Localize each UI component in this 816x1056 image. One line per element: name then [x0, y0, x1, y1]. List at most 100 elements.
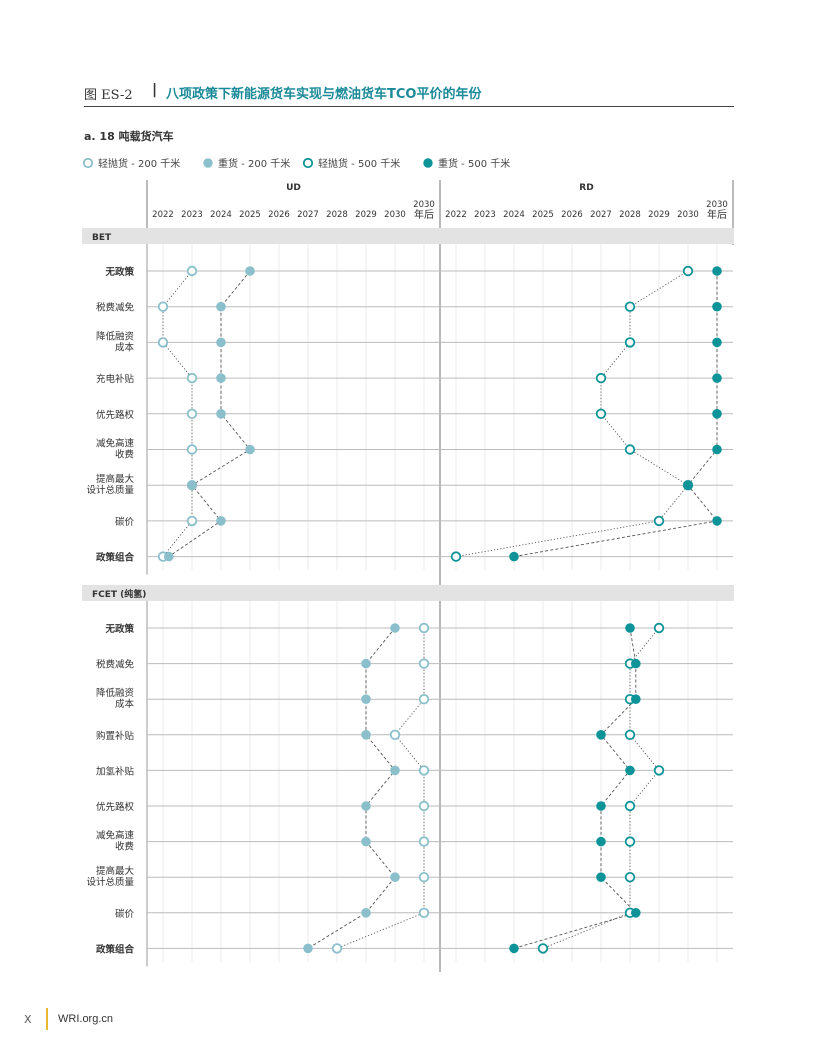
year-tick-rd-3: 2025 — [532, 210, 554, 220]
marker-1-4-ld500 — [653, 765, 665, 776]
footer-divider — [46, 1008, 48, 1030]
marker-1-3-ld200 — [389, 729, 401, 741]
legend-label-hv500: 重货 - 500 千米 — [438, 157, 510, 170]
marker-0-8-hv200 — [164, 551, 174, 562]
marker-0-2-ld200 — [157, 337, 169, 348]
panel-title-rd: RD — [579, 183, 593, 193]
marker-1-5-ld200 — [418, 800, 430, 812]
marker-0-2-ld500 — [624, 337, 636, 348]
marker-0-4-hv200 — [216, 409, 226, 419]
marker-0-7-ld200 — [186, 515, 198, 527]
row-label-1-4: 加氢补贴 — [96, 765, 135, 777]
marker-0-5-hv500 — [712, 444, 722, 455]
marker-0-6-hv200 — [187, 480, 197, 491]
year-tick-ud-6: 2028 — [326, 210, 348, 220]
year-tick-rd-1: 2023 — [474, 210, 496, 220]
marker-0-1-hv200 — [216, 301, 226, 312]
marker-0-7-hv500 — [712, 516, 722, 526]
section-band-1 — [82, 585, 734, 601]
row-label-1-7-a: 提高最大 — [96, 865, 135, 877]
section-label-0: BET — [92, 233, 112, 243]
marker-0-5-hv200 — [245, 444, 255, 455]
marker-1-0-ld500 — [653, 622, 665, 634]
figure-title: 八项政策下新能源货车实现与燃油货车TCO平价的年份 — [166, 87, 482, 102]
marker-1-5-hv200 — [361, 801, 371, 811]
marker-0-3-hv500 — [712, 373, 722, 383]
section-band-0 — [82, 228, 734, 244]
marker-1-6-hv500 — [596, 836, 606, 847]
row-label-1-6-b: 收费 — [115, 841, 134, 853]
year-tick-ud-9-b: 年后 — [414, 208, 434, 221]
year-tick-rd-7: 2029 — [648, 210, 670, 220]
row-label-1-5: 优先路权 — [96, 801, 135, 813]
marker-0-2-hv500 — [712, 337, 722, 348]
legend-label-hv200: 重货 - 200 千米 — [218, 157, 290, 170]
figure-separator: | — [152, 82, 158, 98]
row-label-0-1: 税费减免 — [96, 302, 135, 314]
row-label-0-0: 无政策 — [104, 266, 134, 278]
marker-1-3-hv200 — [361, 730, 371, 740]
policy-parity-chart: 轻抛货 - 200 千米 重货 - 200 千米 轻抛货 - 500 千米 重货 - … — [82, 157, 734, 972]
year-tick-rd-2: 2024 — [503, 210, 525, 220]
marker-0-8-ld500 — [450, 551, 462, 562]
series-line-1-hv200 — [307, 627, 396, 949]
marker-0-8-hv500 — [509, 551, 519, 562]
year-tick-rd-9-a: 2030 — [706, 200, 728, 210]
marker-1-2-ld200 — [418, 694, 430, 705]
marker-1-8-hv200 — [361, 908, 371, 918]
legend-marker-ld500 — [302, 157, 314, 169]
marker-1-0-hv500 — [625, 623, 635, 633]
legend-marker-hv500 — [423, 158, 433, 168]
marker-1-7-ld500 — [624, 872, 636, 883]
legend-label-ld200: 轻抛货 - 200 千米 — [98, 157, 180, 170]
row-label-0-2-b: 成本 — [115, 341, 135, 353]
marker-1-0-ld200 — [418, 622, 430, 634]
row-label-0-3: 充电补贴 — [96, 373, 135, 385]
year-tick-rd-4: 2026 — [561, 210, 583, 220]
row-label-0-5-a: 减免高速 — [96, 438, 135, 450]
marker-1-9-hv500 — [509, 943, 519, 954]
marker-1-6-ld200 — [418, 836, 430, 847]
marker-0-5-ld500 — [624, 444, 636, 455]
marker-1-1-hv500 — [631, 658, 641, 669]
marker-0-5-ld200 — [186, 444, 198, 455]
legend-marker-hv200 — [203, 158, 213, 168]
year-tick-ud-0: 2022 — [152, 210, 174, 220]
series-line-1-ld200 — [336, 628, 425, 949]
marker-0-7-hv200 — [216, 516, 226, 526]
row-label-0-6-a: 提高最大 — [96, 473, 135, 485]
marker-0-3-ld200 — [186, 372, 198, 384]
marker-0-4-ld500 — [595, 408, 607, 420]
year-tick-ud-9-a: 2030 — [413, 200, 435, 210]
figure-subtitle: a. 18 吨载货汽车 — [84, 130, 174, 143]
row-label-0-5-b: 收费 — [115, 449, 134, 461]
marker-1-6-hv200 — [361, 836, 371, 847]
marker-1-4-hv200 — [390, 765, 400, 776]
marker-1-3-ld500 — [624, 729, 636, 741]
marker-0-0-hv500 — [712, 266, 722, 276]
figure-label: 图 ES-2 — [84, 88, 133, 103]
year-tick-rd-6: 2028 — [619, 210, 641, 220]
marker-1-9-ld500 — [537, 943, 549, 954]
marker-1-9-ld200 — [331, 943, 343, 954]
marker-1-8-hv500 — [631, 908, 641, 918]
marker-1-5-ld500 — [624, 800, 636, 812]
marker-1-7-ld200 — [418, 872, 430, 883]
year-tick-rd-5: 2027 — [590, 210, 612, 220]
figure-header: 图 ES-2 | 八项政策下新能源货车实现与燃油货车TCO平价的年份 — [84, 82, 734, 107]
year-tick-ud-7: 2029 — [355, 210, 377, 220]
row-label-1-2-a: 降低融资 — [96, 687, 135, 699]
marker-0-6-hv500 — [683, 480, 693, 491]
marker-1-5-hv500 — [596, 801, 606, 811]
marker-0-1-ld200 — [157, 301, 169, 312]
marker-1-2-hv500 — [631, 694, 641, 705]
year-tick-ud-3: 2025 — [239, 210, 261, 220]
marker-1-1-ld200 — [418, 658, 430, 669]
row-label-1-8: 碳价 — [115, 908, 135, 920]
year-tick-ud-5: 2027 — [297, 210, 319, 220]
marker-0-4-ld200 — [186, 408, 198, 420]
marker-0-3-hv200 — [216, 373, 226, 383]
series-line-0-ld500 — [455, 270, 689, 558]
row-label-1-0: 无政策 — [104, 623, 134, 635]
marker-0-4-hv500 — [712, 409, 722, 419]
